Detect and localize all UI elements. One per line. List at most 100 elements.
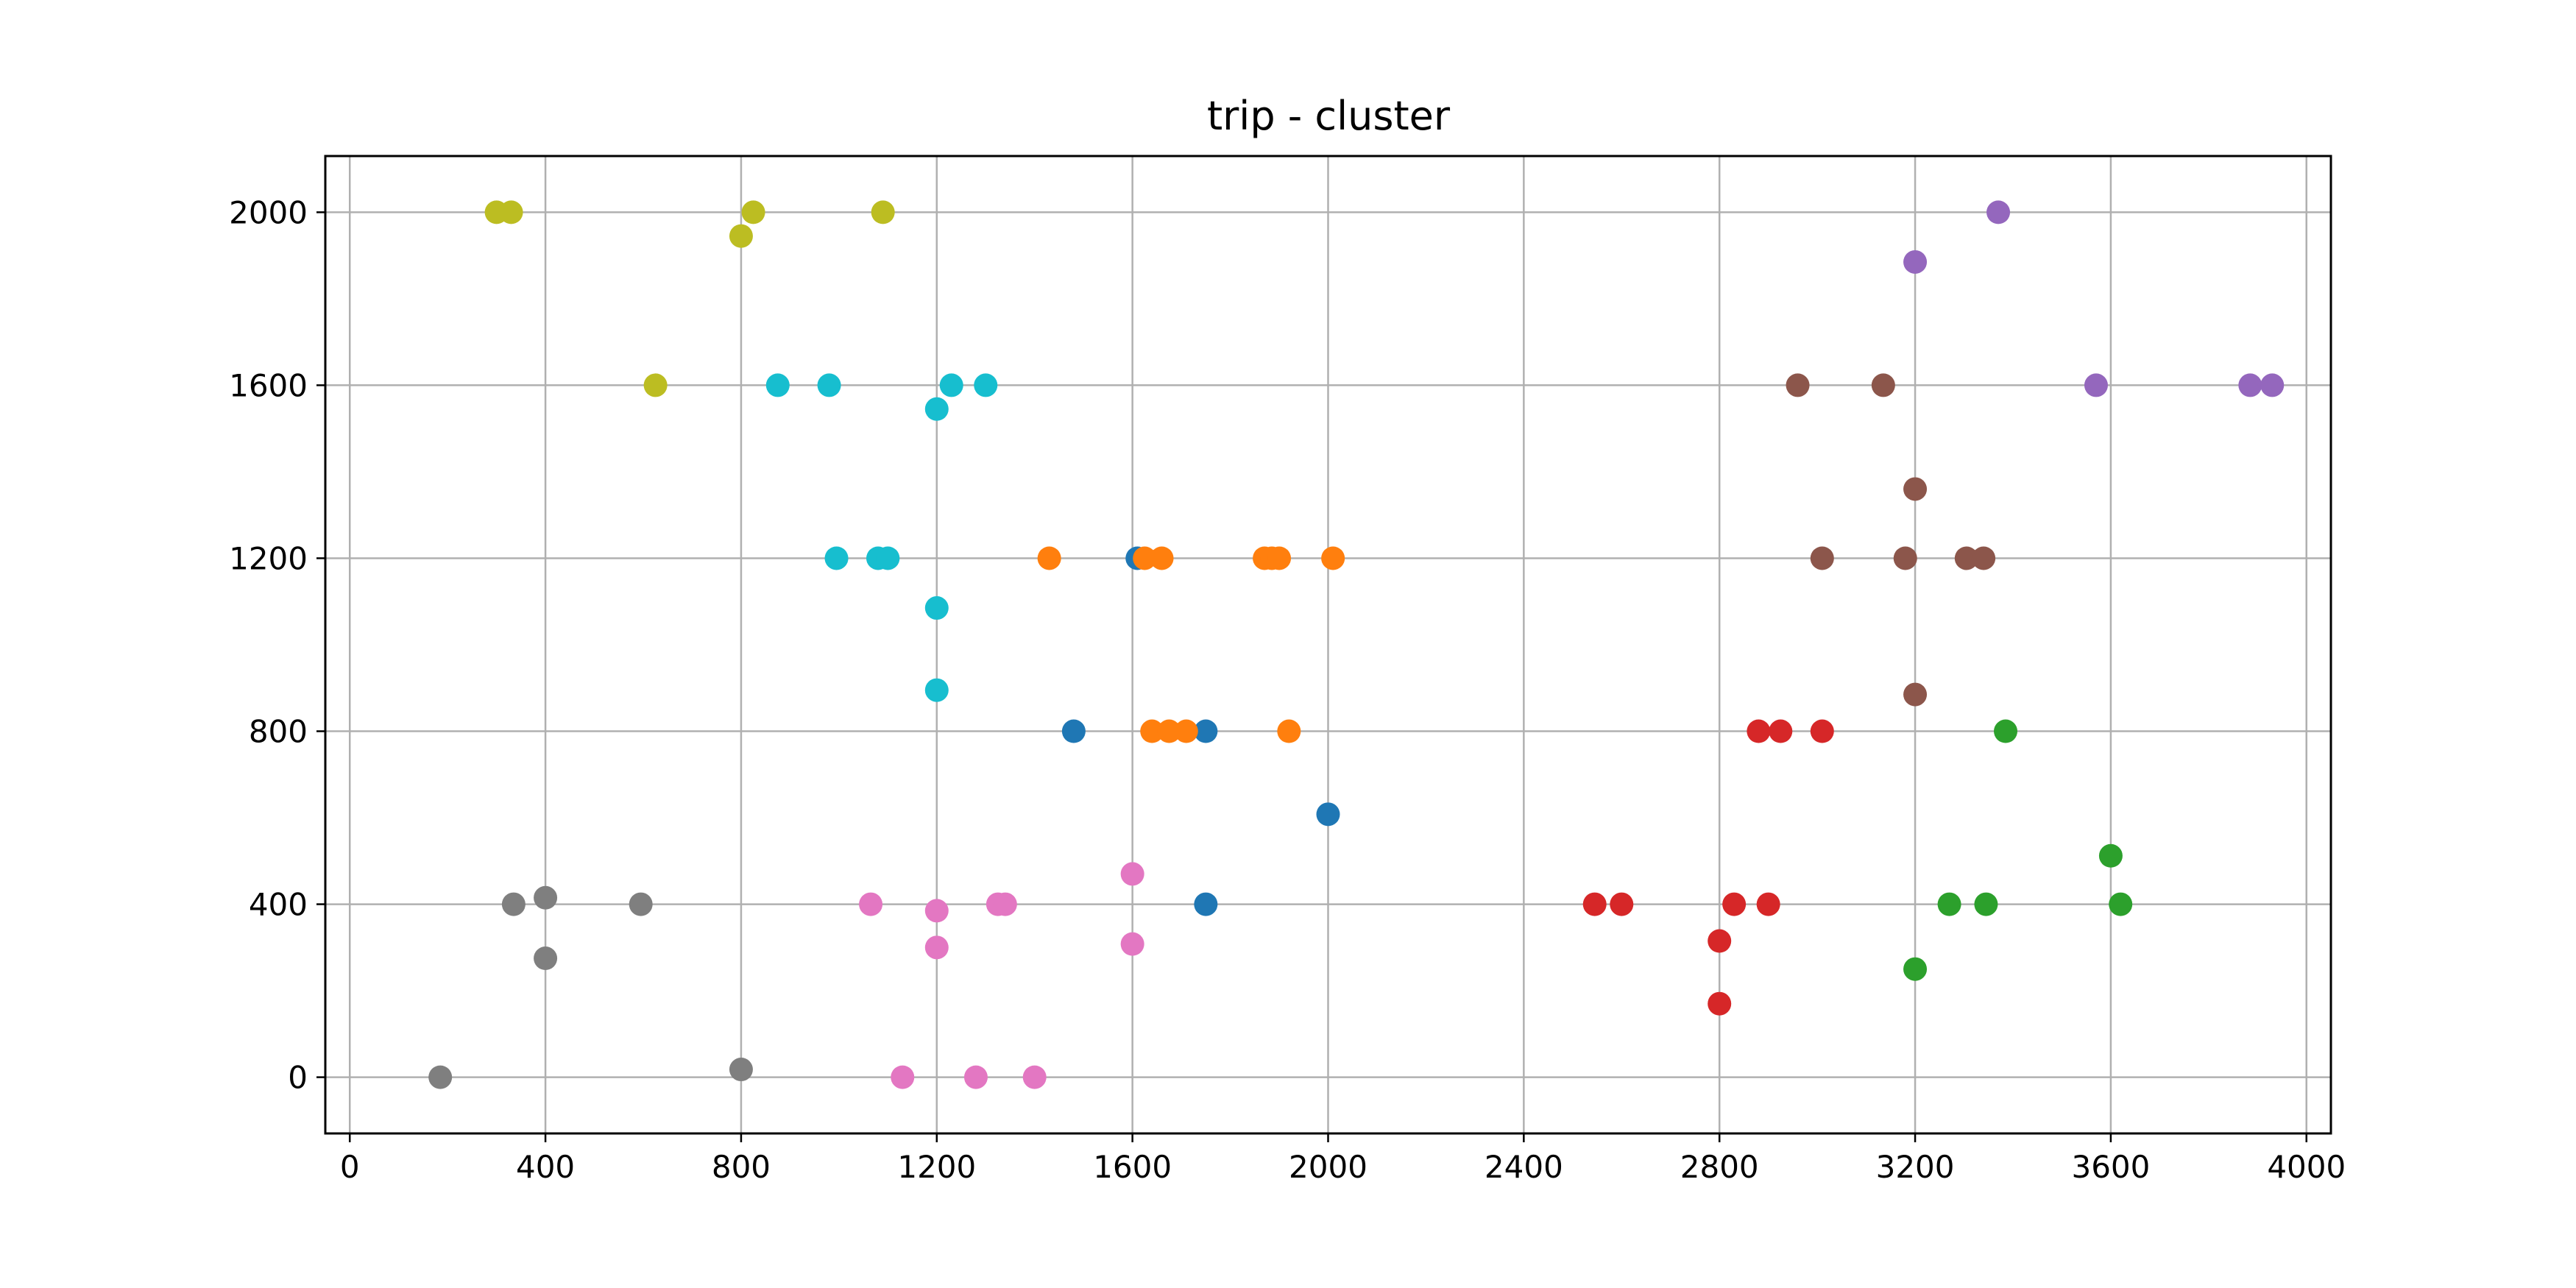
data-point (501, 892, 526, 916)
data-point (1610, 892, 1634, 916)
data-point (499, 200, 523, 224)
data-point (1974, 892, 1998, 916)
data-point (1708, 991, 1732, 1016)
data-point (2238, 373, 2262, 397)
data-point (891, 1065, 915, 1089)
data-point (924, 596, 949, 620)
data-point (1994, 719, 2018, 743)
data-point (1267, 546, 1292, 570)
data-point (859, 892, 883, 916)
data-point (1903, 477, 1928, 501)
data-point (963, 1065, 988, 1089)
y-tick-label: 2000 (229, 194, 308, 230)
x-tick-label: 3600 (2071, 1149, 2150, 1185)
cluster-series-3 (1582, 719, 1834, 1016)
data-point (1582, 892, 1607, 916)
data-point (1903, 957, 1928, 981)
data-point (1903, 682, 1928, 707)
data-point (729, 1058, 753, 1082)
cluster-series-6 (859, 862, 1144, 1089)
data-point (741, 200, 765, 224)
data-point (1954, 546, 1978, 570)
cluster-series-8 (484, 200, 895, 397)
data-point (2260, 373, 2285, 397)
cluster-series-4 (1903, 200, 2285, 397)
data-point (1810, 546, 1834, 570)
data-point (428, 1065, 453, 1089)
x-tick-label: 800 (712, 1149, 771, 1185)
data-point (1786, 373, 1810, 397)
data-point (1986, 200, 2011, 224)
data-point (1722, 892, 1747, 916)
data-point (1174, 719, 1198, 743)
data-point (1972, 546, 1996, 570)
data-point (1140, 719, 1164, 743)
data-point (2098, 843, 2123, 868)
data-point (993, 892, 1017, 916)
data-point (924, 935, 949, 960)
data-point (729, 224, 753, 248)
cluster-series-2 (1903, 719, 2133, 981)
x-tick-label: 2400 (1485, 1149, 1563, 1185)
y-axis: 0 400 800 1200 1600 2000 (229, 194, 325, 1096)
data-point (924, 899, 949, 923)
x-tick-label: 2000 (1289, 1149, 1367, 1185)
x-tick-label: 400 (516, 1149, 575, 1185)
data-point (924, 678, 949, 702)
data-point (1871, 373, 1895, 397)
data-point (817, 373, 841, 397)
y-tick-label: 1200 (229, 540, 308, 576)
data-point (1120, 862, 1144, 886)
data-point (1150, 546, 1174, 570)
data-point (871, 200, 895, 224)
data-point (1061, 719, 1086, 743)
data-point (2084, 373, 2108, 397)
data-point (1756, 892, 1780, 916)
y-tick-label: 0 (288, 1060, 308, 1096)
x-tick-label: 1600 (1093, 1149, 1172, 1185)
data-point (924, 397, 949, 421)
cluster-series-1 (1037, 546, 1345, 743)
x-tick-label: 2800 (1680, 1149, 1759, 1185)
data-point (1708, 929, 1732, 953)
data-point (1037, 546, 1061, 570)
data-point (1810, 719, 1834, 743)
data-point (939, 373, 963, 397)
cluster-series-5 (1786, 373, 1996, 707)
data-point (1893, 546, 1917, 570)
x-tick-label: 4000 (2267, 1149, 2346, 1185)
cluster-series-9 (765, 373, 998, 702)
data-point (974, 373, 998, 397)
data-point (1316, 802, 1340, 827)
data-point (1120, 932, 1144, 956)
y-tick-label: 1600 (229, 367, 308, 403)
data-points (428, 200, 2285, 1089)
data-point (1769, 719, 1793, 743)
data-point (1194, 892, 1218, 916)
data-point (1903, 250, 1928, 274)
cluster-series-7 (428, 885, 753, 1089)
data-point (534, 946, 558, 971)
data-point (1157, 719, 1181, 743)
data-point (1133, 546, 1157, 570)
data-point (2109, 892, 2133, 916)
chart-title: trip - cluster (1207, 93, 1451, 139)
data-point (643, 373, 668, 397)
x-tick-label: 1200 (897, 1149, 976, 1185)
data-point (1747, 719, 1771, 743)
data-point (1321, 546, 1345, 570)
data-point (1194, 719, 1218, 743)
data-point (1937, 892, 1961, 916)
data-point (824, 546, 849, 570)
data-point (876, 546, 900, 570)
data-point (534, 885, 558, 910)
data-point (1277, 719, 1301, 743)
x-axis: 0 400 800 1200 1600 2000 2400 2800 3200 3600 4000 (340, 1133, 2346, 1185)
x-tick-label: 3200 (1876, 1149, 1955, 1185)
y-tick-label: 800 (249, 714, 308, 750)
y-tick-label: 400 (249, 887, 308, 923)
data-point (1022, 1065, 1047, 1089)
x-tick-label: 0 (340, 1149, 360, 1185)
